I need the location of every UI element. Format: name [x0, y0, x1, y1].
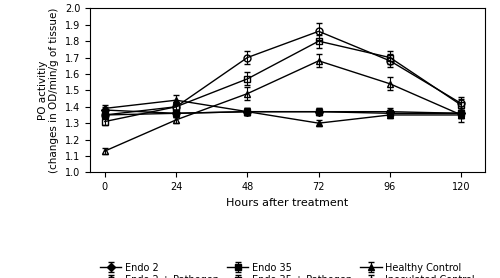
Legend: Endo 2, Endo 2 + Pathogen, Endo 35, Endo 35 + Pathogen, Healthy Control, Inocula: Endo 2, Endo 2 + Pathogen, Endo 35, Endo…: [100, 262, 475, 278]
Y-axis label: PO activitiy
(changes in OD/min/g of tissue): PO activitiy (changes in OD/min/g of tis…: [38, 8, 60, 173]
X-axis label: Hours after treatment: Hours after treatment: [226, 198, 348, 208]
